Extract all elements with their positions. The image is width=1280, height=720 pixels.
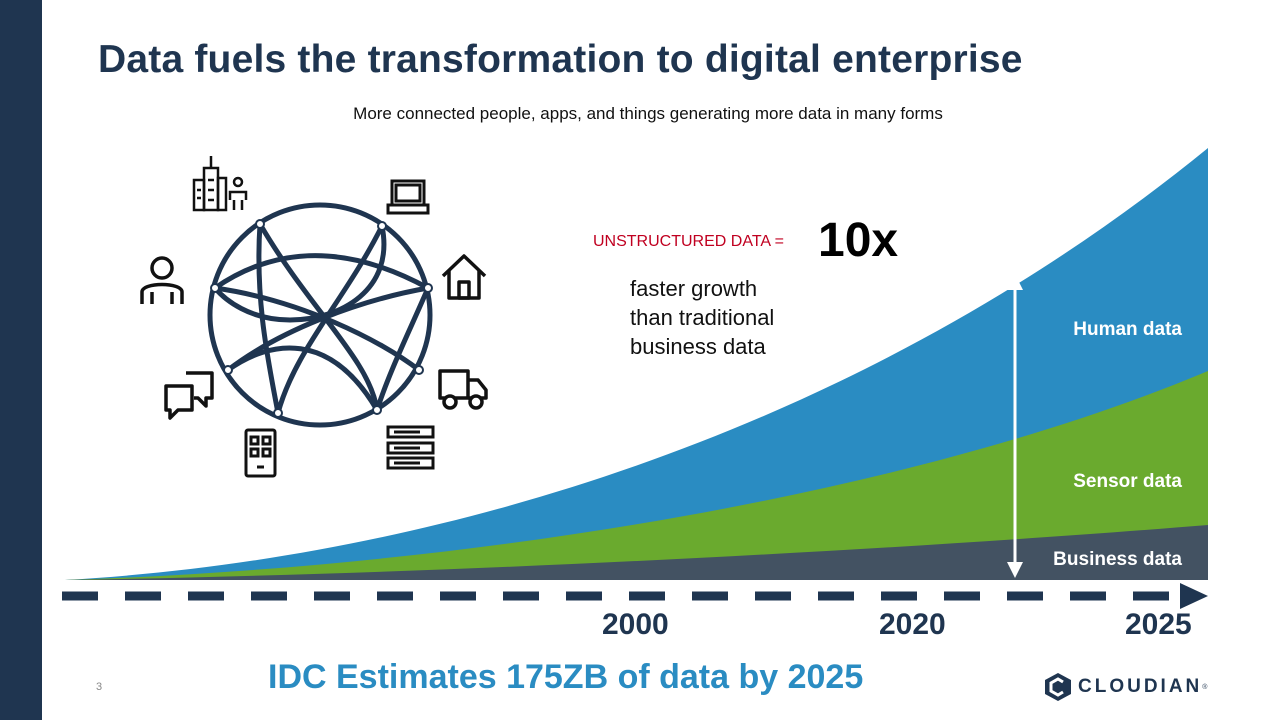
- sensor-data-label: Sensor data: [1073, 471, 1182, 492]
- year-label-2020: 2020: [879, 608, 946, 641]
- trademark-symbol: ®: [1202, 683, 1208, 691]
- laptop-icon: [386, 179, 430, 215]
- year-label-2000: 2000: [602, 608, 669, 641]
- business-data-area: [65, 525, 1208, 580]
- growth-description-line: faster growth: [630, 276, 758, 301]
- year-label-2025: 2025: [1125, 608, 1192, 641]
- house-icon: [441, 254, 487, 300]
- city-person-icon: [192, 156, 248, 212]
- phone-app-icon: [244, 428, 277, 478]
- slide-subtitle: More connected people, apps, and things …: [353, 104, 943, 123]
- cloudian-logo-icon: [1045, 673, 1071, 701]
- growth-multiplier: 10x: [818, 214, 899, 267]
- growth-description: faster growth than traditional business …: [630, 274, 774, 361]
- network-globe-icon: [207, 202, 433, 428]
- growth-description-line: business data: [630, 334, 766, 359]
- network-nodes: [210, 219, 433, 418]
- page-number: 3: [96, 681, 103, 693]
- cloudian-logo: CLOUDIAN ®: [1044, 672, 1207, 702]
- growth-double-arrow: [1007, 274, 1023, 578]
- person-icon: [140, 256, 184, 304]
- truck-icon: [438, 369, 488, 410]
- server-icon: [386, 425, 435, 470]
- timeline-axis: [62, 583, 1208, 609]
- sensor-data-area: [65, 371, 1208, 580]
- left-accent-bar: [0, 0, 42, 720]
- unstructured-data-label: UNSTRUCTURED DATA =: [593, 233, 784, 250]
- chat-icon: [164, 371, 214, 420]
- footer-headline: IDC Estimates 175ZB of data by 2025: [268, 658, 864, 696]
- human-data-label: Human data: [1073, 319, 1182, 340]
- cloudian-logo-text: CLOUDIAN: [1078, 676, 1203, 697]
- slide-title: Data fuels the transformation to digital…: [98, 38, 1023, 81]
- growth-description-line: than traditional: [630, 305, 775, 330]
- business-data-label: Business data: [1053, 549, 1182, 570]
